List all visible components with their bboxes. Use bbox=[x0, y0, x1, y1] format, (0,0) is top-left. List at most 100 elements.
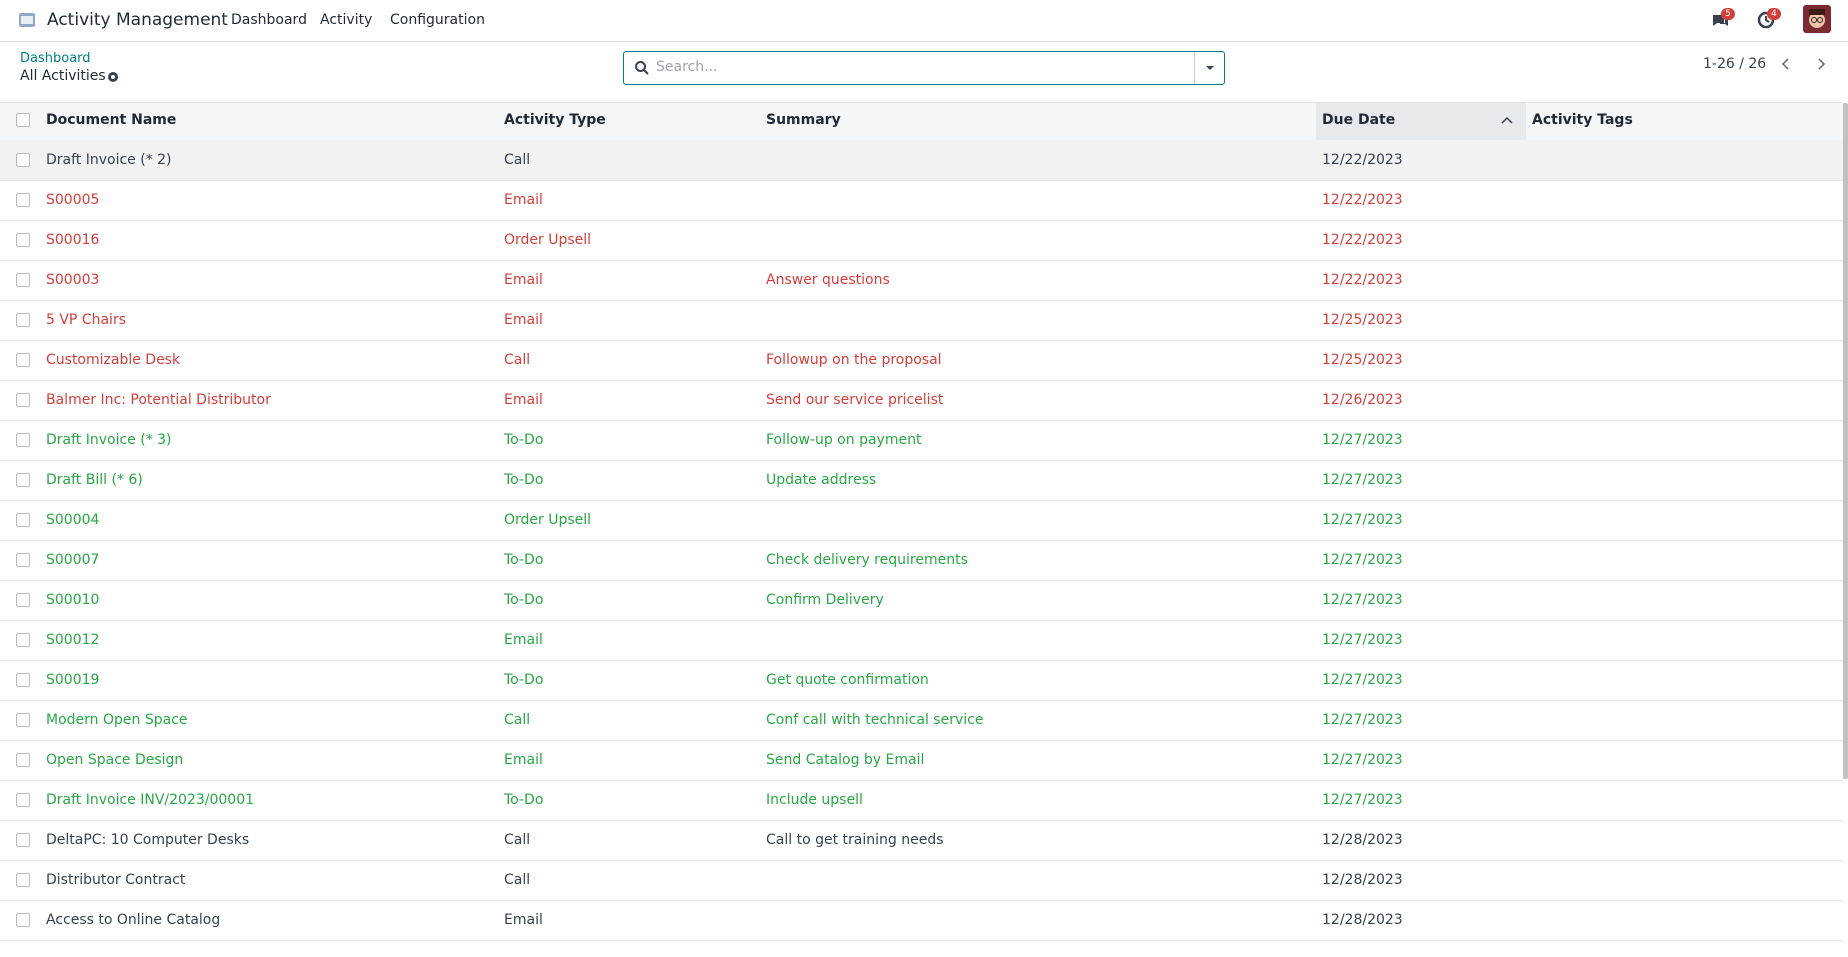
table-row[interactable]: Modern Open Space Call Conf call with tech… bbox=[0, 700, 1843, 741]
cell: Order Upsell bbox=[504, 232, 592, 248]
table-row[interactable]: Customizable Desk Call Followup on the pro… bbox=[0, 340, 1843, 381]
activity-icon[interactable] bbox=[1757, 11, 1775, 29]
row-checkbox[interactable] bbox=[16, 313, 30, 327]
cell: Access to Online Catalog bbox=[46, 912, 221, 928]
row-checkbox[interactable] bbox=[16, 753, 30, 767]
row-checkbox[interactable] bbox=[16, 433, 30, 447]
table-row[interactable]: Balmer Inc: Potential Distributor Email Se… bbox=[0, 380, 1843, 421]
search-icon bbox=[635, 61, 649, 75]
app-name[interactable]: Activity Management bbox=[47, 10, 228, 30]
cell: 12/22/2023 bbox=[1322, 272, 1403, 288]
breadcrumb[interactable]: Dashboard bbox=[20, 51, 91, 66]
search-toggle[interactable] bbox=[1194, 52, 1225, 84]
cell: Update address bbox=[766, 472, 877, 488]
row-checkbox[interactable] bbox=[16, 833, 30, 847]
table-row[interactable]: Access to Online Catalog Email 12/28/2023 bbox=[0, 900, 1843, 941]
row-checkbox[interactable] bbox=[16, 273, 30, 287]
table-row[interactable]: S00005 Email 12/22/2023 bbox=[0, 180, 1843, 221]
cell: 5 VP Chairs bbox=[46, 312, 126, 328]
cell: 12/27/2023 bbox=[1322, 672, 1403, 688]
row-checkbox[interactable] bbox=[16, 153, 30, 167]
cell: Draft Invoice (* 3) bbox=[46, 432, 172, 448]
row-checkbox[interactable] bbox=[16, 393, 30, 407]
cell: To-Do bbox=[504, 472, 544, 488]
table-row[interactable]: S00019 To-Do Get quote confirmation 12/27/2… bbox=[0, 660, 1843, 701]
table-row[interactable]: S00010 To-Do Confirm Delivery 12/27/2023 bbox=[0, 580, 1843, 621]
header-checkbox[interactable] bbox=[16, 113, 30, 127]
row-checkbox[interactable] bbox=[16, 513, 30, 527]
cell: 12/27/2023 bbox=[1322, 432, 1403, 448]
cell: Get quote confirmation bbox=[766, 672, 929, 688]
row-checkbox[interactable] bbox=[16, 593, 30, 607]
table-row[interactable]: 5 VP Chairs Email 12/25/2023 bbox=[0, 300, 1843, 341]
cell: Call bbox=[504, 832, 531, 848]
cell: 12/27/2023 bbox=[1322, 552, 1403, 568]
menu-item[interactable]: Configuration bbox=[390, 12, 485, 28]
column-header[interactable]: Activity Type bbox=[504, 112, 606, 128]
cell: Email bbox=[504, 632, 543, 648]
row-checkbox[interactable] bbox=[16, 353, 30, 367]
pager-buttons[interactable] bbox=[1773, 54, 1843, 74]
table-row[interactable]: S00004 Order Upsell 12/27/2023 bbox=[0, 500, 1843, 541]
cell: To-Do bbox=[504, 552, 544, 568]
cell: DeltaPC: 10 Computer Desks bbox=[46, 832, 250, 848]
row-checkbox[interactable] bbox=[16, 873, 30, 887]
cell: S00010 bbox=[46, 592, 100, 608]
cell: Draft Invoice INV/2023/00001 bbox=[46, 792, 255, 808]
table-row[interactable]: S00016 Order Upsell 12/22/2023 bbox=[0, 220, 1843, 261]
sort-icon[interactable] bbox=[1500, 114, 1514, 126]
row-checkbox[interactable] bbox=[16, 473, 30, 487]
table-row[interactable]: Draft Invoice (* 3) To-Do Follow-up on pay… bbox=[0, 420, 1843, 461]
column-header[interactable]: Activity Tags bbox=[1532, 112, 1633, 128]
cell: Email bbox=[504, 312, 543, 328]
cell: S00003 bbox=[46, 272, 100, 288]
cell: S00019 bbox=[46, 672, 100, 688]
cell: 12/28/2023 bbox=[1322, 872, 1403, 888]
cell: Include upsell bbox=[766, 792, 863, 808]
user-avatar[interactable] bbox=[1803, 5, 1831, 33]
column-header[interactable]: Document Name bbox=[46, 112, 177, 128]
cell: To-Do bbox=[504, 792, 544, 808]
row-checkbox[interactable] bbox=[16, 673, 30, 687]
cell: 12/27/2023 bbox=[1322, 512, 1403, 528]
cell: Email bbox=[504, 752, 543, 768]
table-row[interactable]: Open Space Design Email Send Catalog by Em… bbox=[0, 740, 1843, 781]
table-row[interactable]: Draft Invoice (* 2) Call 12/22/2023 bbox=[0, 140, 1843, 181]
row-checkbox[interactable] bbox=[16, 193, 30, 207]
table-row[interactable]: Distributor Contract Call 12/28/2023 bbox=[0, 860, 1843, 901]
cell: Call bbox=[504, 872, 531, 888]
row-checkbox[interactable] bbox=[16, 713, 30, 727]
row-checkbox[interactable] bbox=[16, 913, 30, 927]
row-checkbox[interactable] bbox=[16, 793, 30, 807]
table-row[interactable]: S00003 Email Answer questions 12/22/2023 bbox=[0, 260, 1843, 301]
cell: Call bbox=[504, 352, 531, 368]
cell: Email bbox=[504, 912, 543, 928]
table-row[interactable]: Draft Invoice INV/2023/00001 To-Do Include… bbox=[0, 780, 1843, 821]
messages-icon[interactable] bbox=[1710, 10, 1730, 30]
table-row[interactable]: DeltaPC: 10 Computer Desks Call Call to ge… bbox=[0, 820, 1843, 861]
menu-item[interactable]: Activity bbox=[320, 12, 373, 28]
scrollbar[interactable] bbox=[1843, 103, 1848, 779]
row-checkbox[interactable] bbox=[16, 233, 30, 247]
cell: Draft Bill (* 6) bbox=[46, 472, 143, 488]
cell: Conf call with technical service bbox=[766, 712, 984, 728]
cell: Followup on the proposal bbox=[766, 352, 942, 368]
cell: Send Catalog by Email bbox=[766, 752, 925, 768]
table-row[interactable]: S00007 To-Do Check delivery requirements 12… bbox=[0, 540, 1843, 581]
cell: 12/22/2023 bbox=[1322, 232, 1403, 248]
cell: Email bbox=[504, 272, 543, 288]
table-row[interactable]: Draft Bill (* 6) To-Do Update address 12/27… bbox=[0, 460, 1843, 501]
cell: To-Do bbox=[504, 432, 544, 448]
gear-icon[interactable] bbox=[106, 70, 120, 84]
column-header[interactable]: Summary bbox=[766, 112, 841, 128]
table-row[interactable]: S00012 Email 12/27/2023 bbox=[0, 620, 1843, 661]
row-checkbox[interactable] bbox=[16, 633, 30, 647]
cell: Open Space Design bbox=[46, 752, 184, 768]
cell: 12/27/2023 bbox=[1322, 752, 1403, 768]
menu-item[interactable]: Dashboard bbox=[231, 12, 307, 28]
cell: Distributor Contract bbox=[46, 872, 186, 888]
column-header[interactable]: Due Date bbox=[1322, 112, 1396, 128]
caret-icon bbox=[1206, 66, 1214, 70]
row-checkbox[interactable] bbox=[16, 553, 30, 567]
search-box[interactable]: Search... bbox=[623, 51, 1225, 85]
